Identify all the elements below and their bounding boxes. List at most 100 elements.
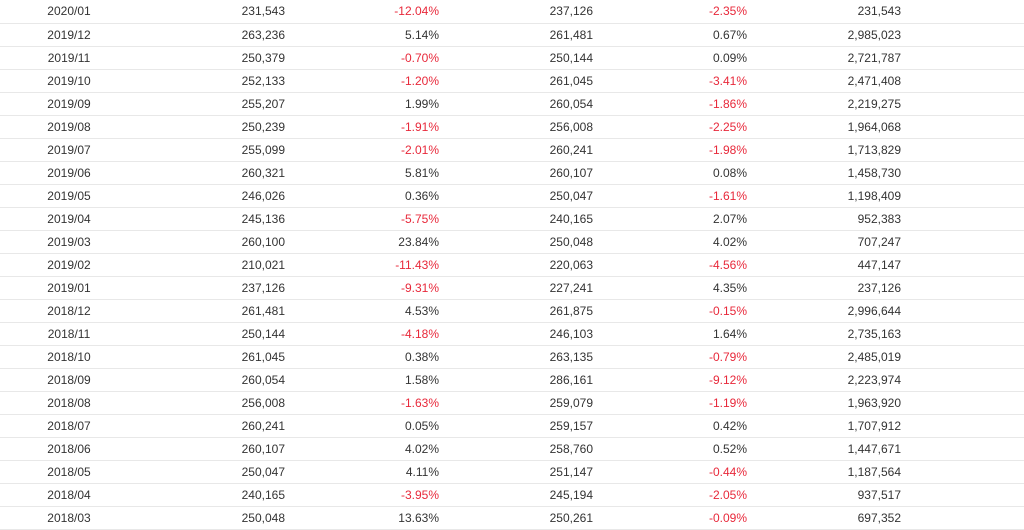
monthly-change-cell: 0.05%	[293, 414, 447, 438]
period-cell: 2018/07	[0, 414, 138, 438]
comparison-value-cell: 250,047	[447, 184, 601, 208]
monthly-change-cell: -0.70%	[293, 46, 447, 70]
cumulative-change-cell: -1.45%	[909, 345, 1024, 369]
monthly-value-cell: 261,481	[138, 299, 293, 323]
monthly-change-cell: 5.81%	[293, 161, 447, 185]
monthly-change-cell: 1.99%	[293, 92, 447, 116]
period-cell: 2018/10	[0, 345, 138, 369]
table-row: 2018/09 260,054 1.58% 286,161 -9.12% 2,223,97…	[0, 368, 1024, 392]
cumulative-value-cell: 231,543	[755, 0, 909, 24]
cumulative-value-cell: 2,996,644	[755, 299, 909, 323]
cumulative-value-cell: 1,198,409	[755, 184, 909, 208]
comparison-change-cell: -2.25%	[601, 115, 755, 139]
comparison-change-cell: -3.41%	[601, 69, 755, 93]
table-row: 2019/05 246,026 0.36% 250,047 -1.61% 1,198,40…	[0, 184, 1024, 208]
cumulative-change-cell: -0.21%	[909, 92, 1024, 116]
cumulative-change-cell: 4.35%	[909, 276, 1024, 300]
cumulative-change-cell: -1.08%	[909, 299, 1024, 323]
monthly-change-cell: -5.75%	[293, 207, 447, 231]
period-cell: 2018/11	[0, 322, 138, 346]
cumulative-value-cell: 2,219,275	[755, 92, 909, 116]
comparison-value-cell: 260,241	[447, 138, 601, 162]
cumulative-value-cell: 237,126	[755, 276, 909, 300]
comparison-change-cell: 1.64%	[601, 322, 755, 346]
comparison-change-cell: -1.19%	[601, 391, 755, 415]
monthly-value-cell: 210,021	[138, 253, 293, 277]
cumulative-change-cell: -0.31%	[909, 414, 1024, 438]
cumulative-change-cell: -0.70%	[909, 483, 1024, 507]
monthly-value-cell: 261,045	[138, 345, 293, 369]
comparison-value-cell: 227,241	[447, 276, 601, 300]
cumulative-change-cell: -0.49%	[909, 46, 1024, 70]
comparison-value-cell: 246,103	[447, 322, 601, 346]
monthly-value-cell: 246,026	[138, 184, 293, 208]
cumulative-value-cell: 2,985,023	[755, 23, 909, 47]
cumulative-change-cell: 1.59%	[909, 207, 1024, 231]
monthly-change-cell: 13.63%	[293, 506, 447, 530]
cumulative-change-cell: -0.39%	[909, 23, 1024, 47]
cumulative-value-cell: 447,147	[755, 253, 909, 277]
comparison-value-cell: 261,481	[447, 23, 601, 47]
table-row: 2020/01 231,543 -12.04% 237,126 -2.35% 231,54…	[0, 0, 1024, 24]
cumulative-value-cell: 2,471,408	[755, 69, 909, 93]
cumulative-value-cell: 2,721,787	[755, 46, 909, 70]
cumulative-change-cell: 1.42%	[909, 230, 1024, 254]
monthly-value-cell: 245,136	[138, 207, 293, 231]
monthly-change-cell: 23.84%	[293, 230, 447, 254]
comparison-change-cell: 0.08%	[601, 161, 755, 185]
monthly-change-cell: 0.38%	[293, 345, 447, 369]
monthly-change-cell: 5.14%	[293, 23, 447, 47]
monthly-value-cell: 231,543	[138, 0, 293, 24]
comparison-change-cell: -9.12%	[601, 368, 755, 392]
cumulative-value-cell: 707,247	[755, 230, 909, 254]
cumulative-change-cell: -0.44%	[909, 437, 1024, 461]
comparison-change-cell: 2.07%	[601, 207, 755, 231]
comparison-value-cell: 261,045	[447, 69, 601, 93]
period-cell: 2018/04	[0, 483, 138, 507]
table-row: 2019/12 263,236 5.14% 261,481 0.67% 2,985,023…	[0, 23, 1024, 47]
period-cell: 2019/03	[0, 230, 138, 254]
comparison-value-cell: 259,079	[447, 391, 601, 415]
comparison-change-cell: 0.42%	[601, 414, 755, 438]
comparison-value-cell: 261,875	[447, 299, 601, 323]
period-cell: 2019/06	[0, 161, 138, 185]
cumulative-change-cell: -0.42%	[909, 391, 1024, 415]
table-row: 2018/11 250,144 -4.18% 246,103 1.64% 2,735,16…	[0, 322, 1024, 346]
cumulative-value-cell: 952,383	[755, 207, 909, 231]
monthly-value-cell: 260,107	[138, 437, 293, 461]
period-cell: 2019/11	[0, 46, 138, 70]
period-cell: 2018/12	[0, 299, 138, 323]
comparison-change-cell: -0.79%	[601, 345, 755, 369]
period-cell: 2020/01	[0, 0, 138, 24]
cumulative-value-cell: 1,187,564	[755, 460, 909, 484]
period-cell: 2018/08	[0, 391, 138, 415]
monthly-value-cell: 250,379	[138, 46, 293, 70]
monthly-value-cell: 260,241	[138, 414, 293, 438]
period-cell: 2019/10	[0, 69, 138, 93]
table-row: 2019/03260,10023.84%250,0484.02%707,2471…	[0, 230, 1024, 254]
monthly-value-cell: 260,100	[138, 230, 293, 254]
cumulative-value-cell: 1,458,730	[755, 161, 909, 185]
table-row: 2018/05 250,047 4.11% 251,147 -0.44% 1,187,56…	[0, 460, 1024, 484]
table-row: 2019/04245,136-5.75%240,1652.07%952,3831…	[0, 207, 1024, 231]
table-row: 2019/02 210,021 -11.43% 220,063 -4.56% 447,14…	[0, 253, 1024, 277]
table-row: 2018/06 260,107 4.02% 258,760 0.52% 1,447,671…	[0, 437, 1024, 461]
cumulative-value-cell: 1,707,912	[755, 414, 909, 438]
table-row: 2018/12 261,481 4.53% 261,875 -0.15% 2,996,64…	[0, 299, 1024, 323]
cumulative-change-cell: 0.01%	[909, 115, 1024, 139]
monthly-change-cell: 4.11%	[293, 460, 447, 484]
cumulative-change-cell: -0.64%	[909, 460, 1024, 484]
period-cell: 2019/07	[0, 138, 138, 162]
monthly-change-cell: -2.01%	[293, 138, 447, 162]
monthly-value-cell: 256,008	[138, 391, 293, 415]
table-row: 2019/08 250,239 -1.91% 256,008 -2.25% 1,964,0…	[0, 115, 1024, 139]
monthly-change-cell: 4.53%	[293, 299, 447, 323]
monthly-value-cell: 260,321	[138, 161, 293, 185]
period-cell: 2019/05	[0, 184, 138, 208]
cumulative-change-cell: 0.35%	[909, 138, 1024, 162]
cumulative-change-cell: -1.52%	[909, 368, 1024, 392]
period-cell: 2019/08	[0, 115, 138, 139]
table-row: 2018/04 240,165 -3.95% 245,194 -2.05% 937,517…	[0, 483, 1024, 507]
period-cell: 2019/01	[0, 276, 138, 300]
